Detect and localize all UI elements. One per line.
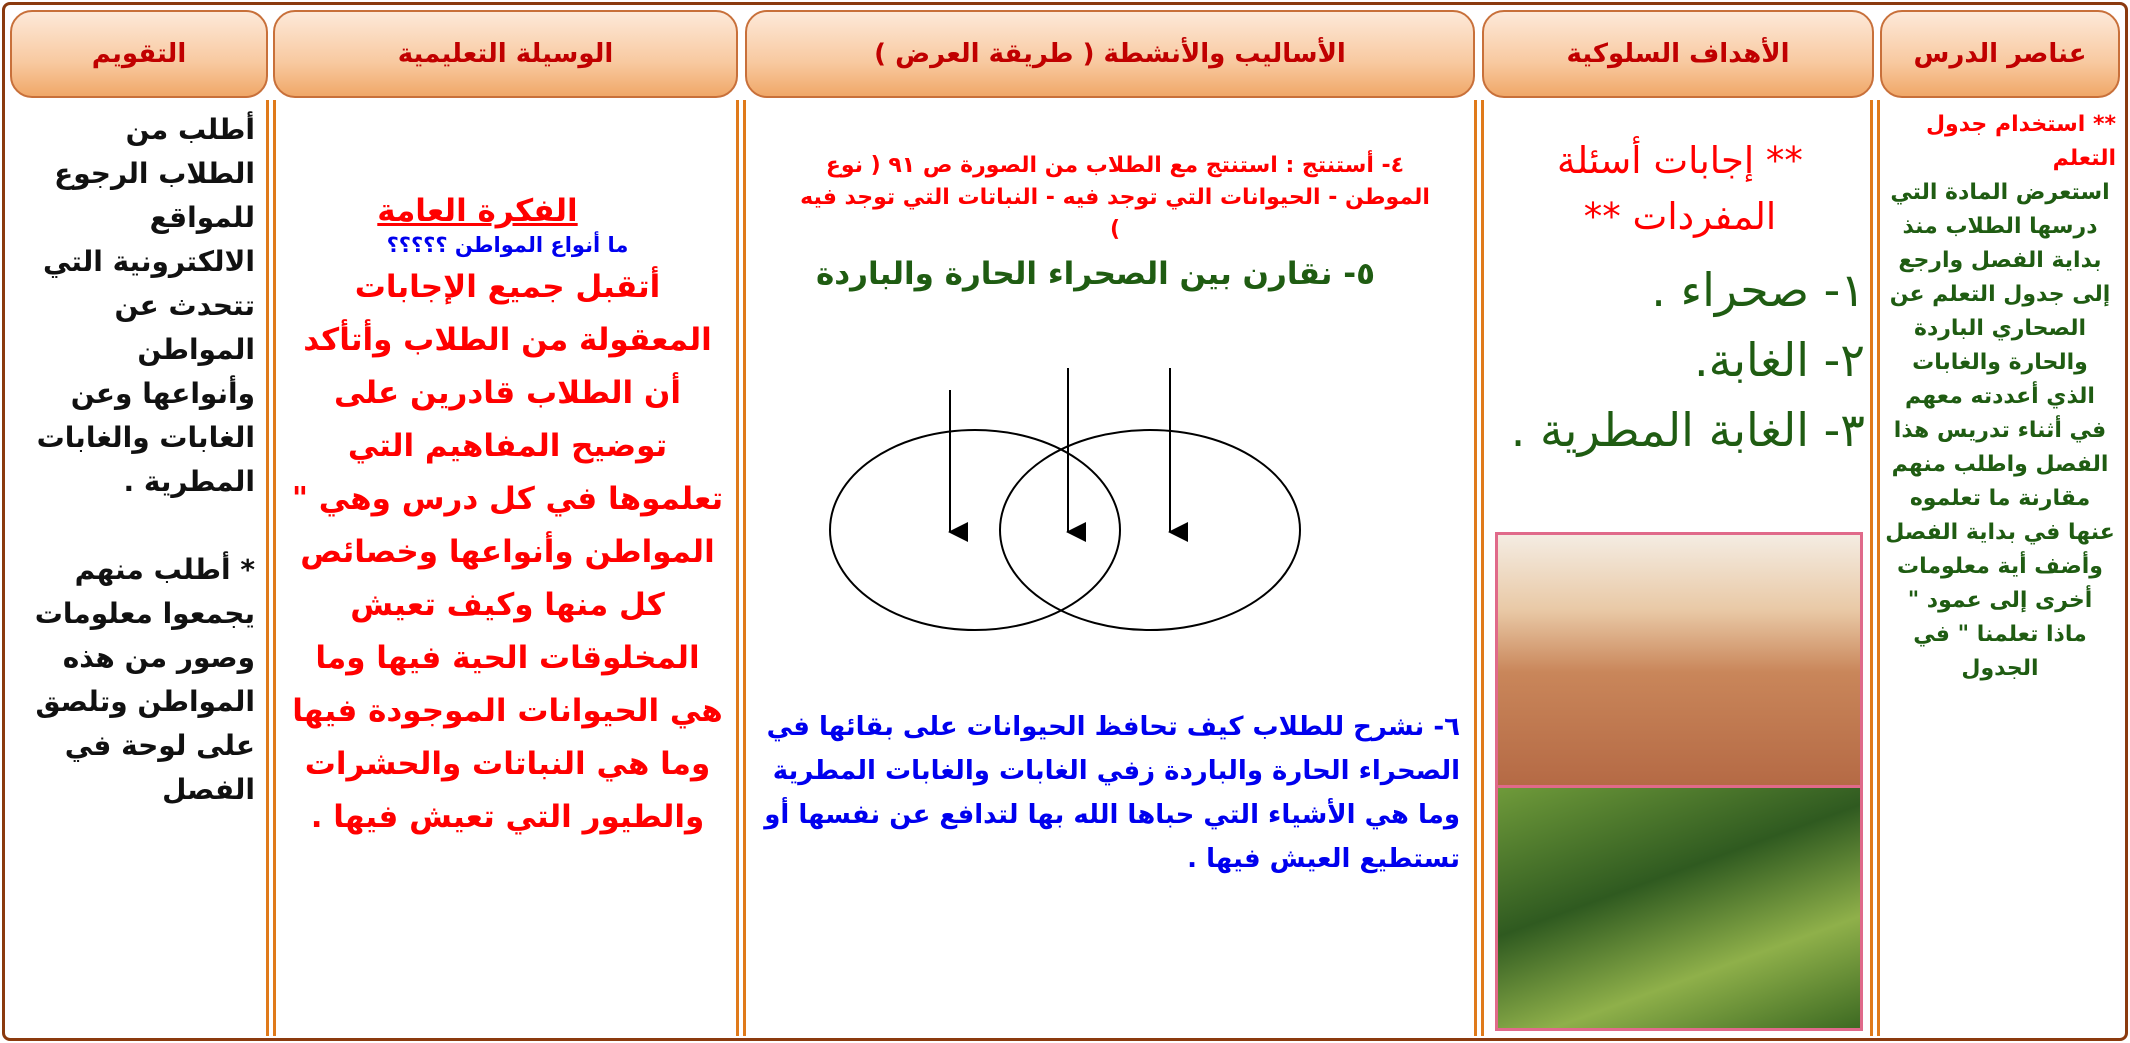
paragraph: أتقبل جميع الإجابات المعقولة من الطلاب و…: [291, 269, 724, 835]
paragraph: ٥- نقارن بين الصحراء الحارة والباردة: [815, 256, 1375, 292]
paragraph: ٦- نشرح للطلاب كيف تحافظ الحيوانات على ب…: [764, 712, 1460, 874]
activities: ٤- أستنتج : استنتج مع الطلاب من الصورة ص…: [795, 108, 1435, 296]
heading: ** استخدام جدول التعلم: [1925, 112, 2116, 171]
forest-image: [1495, 785, 1863, 1031]
objectives: ** إجابات أسئلة المفردات ** ١- صحراء . ٢…: [1495, 108, 1865, 465]
teaching-aids: الفكرة العامة ما أنواع المواطن ؟؟؟؟؟ أتق…: [285, 108, 730, 844]
heading: الفكرة العامة: [377, 193, 578, 229]
evaluation: أطلب من الطلاب الرجوع للمواقع الالكتروني…: [30, 108, 255, 812]
list-item: ٣- الغابة المطرية .: [1510, 403, 1865, 457]
column-separator: [266, 100, 276, 1036]
column-separator: [1870, 100, 1880, 1036]
header-cell: الوسيلة التعليمية: [273, 10, 738, 98]
list-item: ٢- الغابة.: [1693, 333, 1865, 387]
paragraph: ٤- أستنتج : استنتج مع الطلاب من الصورة ص…: [800, 153, 1430, 242]
paragraph: استعرض المادة التي درسها الطلاب منذ بداي…: [1885, 180, 2115, 681]
heading: ** إجابات أسئلة المفردات **: [1557, 139, 1803, 238]
paragraph: أطلب من الطلاب الرجوع للمواقع الالكتروني…: [36, 113, 255, 498]
question: ما أنواع المواطن ؟؟؟؟؟: [386, 233, 629, 257]
column-separator: [1474, 100, 1484, 1036]
desert-image: [1495, 532, 1863, 788]
paragraph: * أطلب منهم يجمعوا معلومات وصور من هذه ا…: [34, 553, 255, 806]
header-cell: الأهداف السلوكية: [1482, 10, 1874, 98]
header-cell: الأساليب والأنشطة ( طريقة العرض ): [745, 10, 1475, 98]
venn-diagram: [829, 368, 1301, 631]
lesson-elements: ** استخدام جدول التعلم استعرض المادة الت…: [1884, 108, 2116, 686]
column-separator: [736, 100, 746, 1036]
list-item: ١- صحراء .: [1651, 263, 1865, 317]
header-cell: عناصر الدرس: [1880, 10, 2120, 98]
header-cell: التقويم: [10, 10, 268, 98]
